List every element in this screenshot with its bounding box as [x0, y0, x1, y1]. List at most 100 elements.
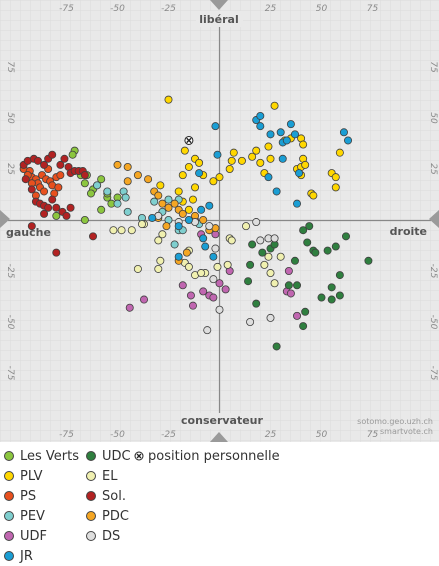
legend-item-el[interactable]: EL: [86, 466, 117, 486]
data-point-ds[interactable]: [215, 305, 224, 314]
data-point-sol[interactable]: [52, 248, 61, 257]
data-point-plv[interactable]: [156, 181, 165, 190]
data-point-pev[interactable]: [113, 199, 122, 208]
data-point-udc[interactable]: [293, 281, 302, 290]
data-point-les-verts[interactable]: [52, 211, 61, 220]
data-point-sol[interactable]: [44, 203, 53, 212]
data-point-plv[interactable]: [256, 158, 265, 167]
data-point-ds[interactable]: [211, 244, 220, 253]
data-point-les-verts[interactable]: [97, 205, 106, 214]
legend-item-plv[interactable]: PLV: [4, 466, 43, 486]
data-point-ds[interactable]: [270, 234, 279, 243]
data-point-plv[interactable]: [174, 187, 183, 196]
data-point-plv[interactable]: [184, 162, 193, 171]
data-point-udc[interactable]: [317, 293, 326, 302]
data-point-udc[interactable]: [246, 260, 255, 269]
legend-item-ps[interactable]: PS: [4, 486, 36, 506]
data-point-ds[interactable]: [266, 313, 275, 322]
data-point-jr[interactable]: [174, 252, 183, 261]
data-point-el[interactable]: [156, 256, 165, 265]
data-point-pev[interactable]: [121, 193, 130, 202]
data-point-el[interactable]: [223, 260, 232, 269]
data-point-udf[interactable]: [140, 295, 149, 304]
data-point-plv[interactable]: [270, 101, 279, 110]
legend-item-udc[interactable]: UDC: [86, 446, 131, 466]
data-point-jr[interactable]: [264, 173, 273, 182]
data-point-jr[interactable]: [197, 205, 206, 214]
data-point-plv[interactable]: [248, 152, 257, 161]
data-point-el[interactable]: [264, 252, 273, 261]
data-point-plv[interactable]: [229, 148, 238, 157]
data-point-plv[interactable]: [180, 146, 189, 155]
data-point-udc[interactable]: [284, 281, 293, 290]
data-point-udc[interactable]: [335, 271, 344, 280]
data-point-jr[interactable]: [174, 222, 183, 231]
data-point-jr[interactable]: [201, 242, 210, 251]
legend-item-sol[interactable]: Sol.: [86, 486, 126, 506]
data-point-les-verts[interactable]: [97, 175, 106, 184]
data-point-el[interactable]: [127, 226, 136, 235]
data-point-udf[interactable]: [199, 287, 208, 296]
data-point-plv[interactable]: [264, 142, 273, 151]
data-point-ps[interactable]: [54, 183, 63, 192]
data-point-udf[interactable]: [188, 301, 197, 310]
data-point-ds[interactable]: [256, 236, 265, 245]
data-point-jr[interactable]: [184, 215, 193, 224]
data-point-udc[interactable]: [311, 248, 320, 257]
data-point-plv[interactable]: [178, 171, 187, 180]
data-point-udc[interactable]: [299, 226, 308, 235]
data-point-jr[interactable]: [211, 122, 220, 131]
data-point-jr[interactable]: [290, 130, 299, 139]
data-point-pdc[interactable]: [162, 222, 171, 231]
data-point-plv[interactable]: [331, 173, 340, 182]
data-point-pdc[interactable]: [178, 209, 187, 218]
data-point-pdc[interactable]: [170, 199, 179, 208]
data-point-jr[interactable]: [266, 130, 275, 139]
legend-item-udf[interactable]: UDF: [4, 526, 47, 546]
data-point-el[interactable]: [137, 220, 146, 229]
data-point-udc[interactable]: [341, 232, 350, 241]
data-point-jr[interactable]: [199, 234, 208, 243]
legend-item-les-verts[interactable]: Les Verts: [4, 446, 79, 466]
data-point-el[interactable]: [270, 279, 279, 288]
data-point-udf[interactable]: [125, 303, 134, 312]
data-point-el[interactable]: [158, 230, 167, 239]
data-point-jr[interactable]: [276, 128, 285, 137]
data-point-pev[interactable]: [103, 187, 112, 196]
data-point-jr[interactable]: [256, 111, 265, 120]
data-point-pev[interactable]: [93, 181, 102, 190]
data-point-jr[interactable]: [339, 128, 348, 137]
data-point-plv[interactable]: [331, 183, 340, 192]
data-point-udc[interactable]: [327, 283, 336, 292]
data-point-udf[interactable]: [178, 281, 187, 290]
data-point-plv[interactable]: [209, 177, 218, 186]
data-point-plv[interactable]: [335, 148, 344, 157]
data-point-ds[interactable]: [205, 222, 214, 231]
data-point-udc[interactable]: [244, 277, 253, 286]
data-point-ds[interactable]: [252, 218, 261, 227]
data-point-udf[interactable]: [286, 289, 295, 298]
data-point-ds[interactable]: [203, 326, 212, 335]
data-point-plv[interactable]: [191, 183, 200, 192]
data-point-pdc[interactable]: [123, 162, 132, 171]
data-point-udc[interactable]: [331, 242, 340, 251]
data-point-udc[interactable]: [303, 238, 312, 247]
data-point-sol[interactable]: [56, 160, 65, 169]
data-point-ps[interactable]: [40, 187, 49, 196]
data-point-jr[interactable]: [209, 252, 218, 261]
data-point-el[interactable]: [213, 262, 222, 271]
data-point-jr[interactable]: [286, 120, 295, 129]
data-point-sol[interactable]: [66, 203, 75, 212]
legend-item-pev[interactable]: PEV: [4, 506, 45, 526]
data-point-jr[interactable]: [282, 136, 291, 145]
data-point-sol[interactable]: [48, 150, 57, 159]
data-point-plv[interactable]: [301, 160, 310, 169]
data-point-pev[interactable]: [150, 197, 159, 206]
data-point-pdc[interactable]: [144, 175, 153, 184]
data-point-sol[interactable]: [60, 154, 69, 163]
data-point-les-verts[interactable]: [68, 150, 77, 159]
data-point-pev[interactable]: [170, 240, 179, 249]
data-point-udf[interactable]: [209, 293, 218, 302]
data-point-plv[interactable]: [184, 205, 193, 214]
data-point-el[interactable]: [266, 269, 275, 278]
